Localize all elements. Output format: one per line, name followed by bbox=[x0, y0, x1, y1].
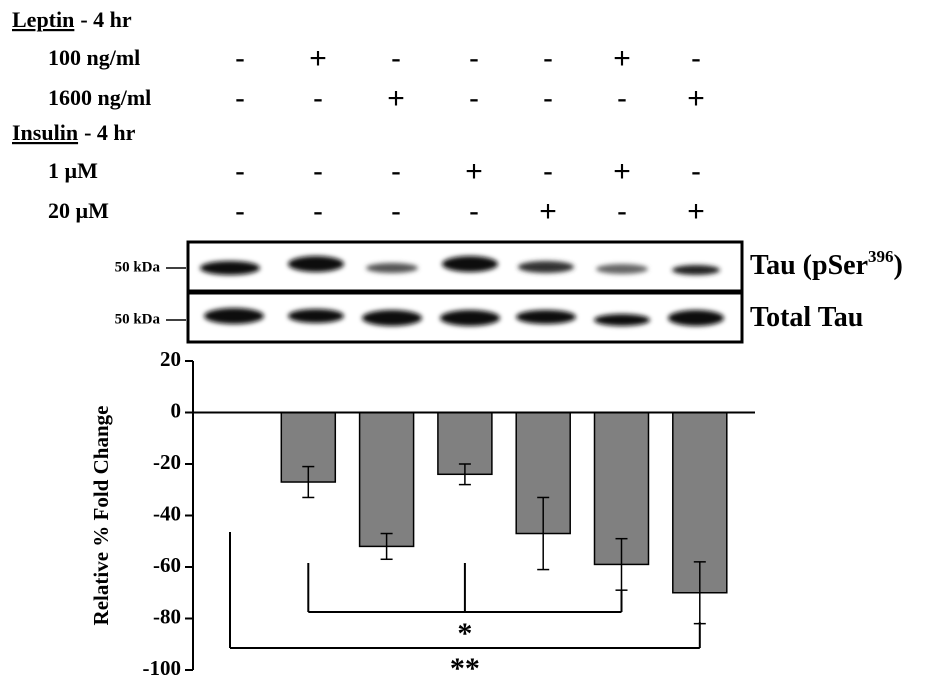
sign: - bbox=[235, 155, 245, 188]
figure: Leptin- 4 hr100 ng/ml-+---+-1600 ng/ml--… bbox=[0, 0, 950, 679]
sign: + bbox=[465, 155, 483, 188]
sign: - bbox=[617, 195, 627, 228]
row-label: 20 µM bbox=[48, 198, 109, 223]
sign: - bbox=[391, 155, 401, 188]
sign: - bbox=[235, 42, 245, 75]
sign: + bbox=[687, 195, 705, 228]
significance-label: * bbox=[457, 617, 472, 650]
sign: + bbox=[613, 155, 631, 188]
y-tick-label: -80 bbox=[153, 604, 181, 628]
y-tick-label: -20 bbox=[153, 450, 181, 474]
sign: + bbox=[687, 82, 705, 115]
y-tick-label: 20 bbox=[160, 347, 181, 371]
sign: - bbox=[391, 195, 401, 228]
group-suffix: - 4 hr bbox=[80, 7, 132, 32]
size-marker: 50 kDa bbox=[115, 259, 161, 275]
blot-label-text: Total Tau bbox=[750, 302, 863, 333]
y-tick-label: -40 bbox=[153, 501, 181, 525]
row-label: 1 µM bbox=[48, 158, 98, 183]
blot-label-close: ) bbox=[894, 250, 903, 281]
sign: - bbox=[235, 82, 245, 115]
sign: - bbox=[469, 195, 479, 228]
group-suffix: - 4 hr bbox=[84, 120, 136, 145]
blot-label-sup: 396 bbox=[868, 247, 894, 266]
bar-chart: -100 -80 -60 -40 -20 0 20 Relative % Fold Chang… bbox=[89, 347, 755, 679]
sign: + bbox=[387, 82, 405, 115]
sign: - bbox=[313, 155, 323, 188]
y-tick-label: -100 bbox=[143, 656, 182, 679]
y-tick-label: 0 bbox=[171, 398, 182, 422]
sign: - bbox=[543, 155, 553, 188]
group-header: Leptin- 4 hr bbox=[12, 7, 132, 32]
row-label: 100 ng/ml bbox=[48, 45, 140, 70]
blot-label: Tau (pSer396) bbox=[750, 247, 903, 282]
group-label: Insulin bbox=[12, 120, 78, 145]
sign: + bbox=[613, 42, 631, 75]
y-axis-label: Relative % Fold Change bbox=[89, 406, 113, 626]
sign: - bbox=[235, 195, 245, 228]
group-header: Insulin- 4 hr bbox=[12, 120, 136, 145]
significance-bracket: * bbox=[308, 563, 621, 650]
sign: - bbox=[617, 82, 627, 115]
bar bbox=[360, 413, 414, 547]
sign: - bbox=[391, 42, 401, 75]
group-label: Leptin bbox=[12, 7, 74, 32]
sign: + bbox=[539, 195, 557, 228]
western-blot: 50 kDa Tau (pSer396) 50 kDa Total Tau bbox=[115, 242, 903, 342]
y-tick-label: -60 bbox=[153, 553, 181, 577]
blot-label-text: Tau (pSer bbox=[750, 250, 868, 281]
sign: - bbox=[691, 155, 701, 188]
sign: - bbox=[313, 82, 323, 115]
row-label: 1600 ng/ml bbox=[48, 85, 151, 110]
sign: - bbox=[691, 42, 701, 75]
size-marker: 50 kDa bbox=[115, 311, 161, 327]
sign: - bbox=[543, 42, 553, 75]
sign: - bbox=[469, 42, 479, 75]
sign: + bbox=[309, 42, 327, 75]
sign: - bbox=[469, 82, 479, 115]
sign: - bbox=[313, 195, 323, 228]
sign: - bbox=[543, 82, 553, 115]
blot-label: Total Tau bbox=[750, 302, 863, 333]
significance-label: ** bbox=[450, 652, 480, 679]
